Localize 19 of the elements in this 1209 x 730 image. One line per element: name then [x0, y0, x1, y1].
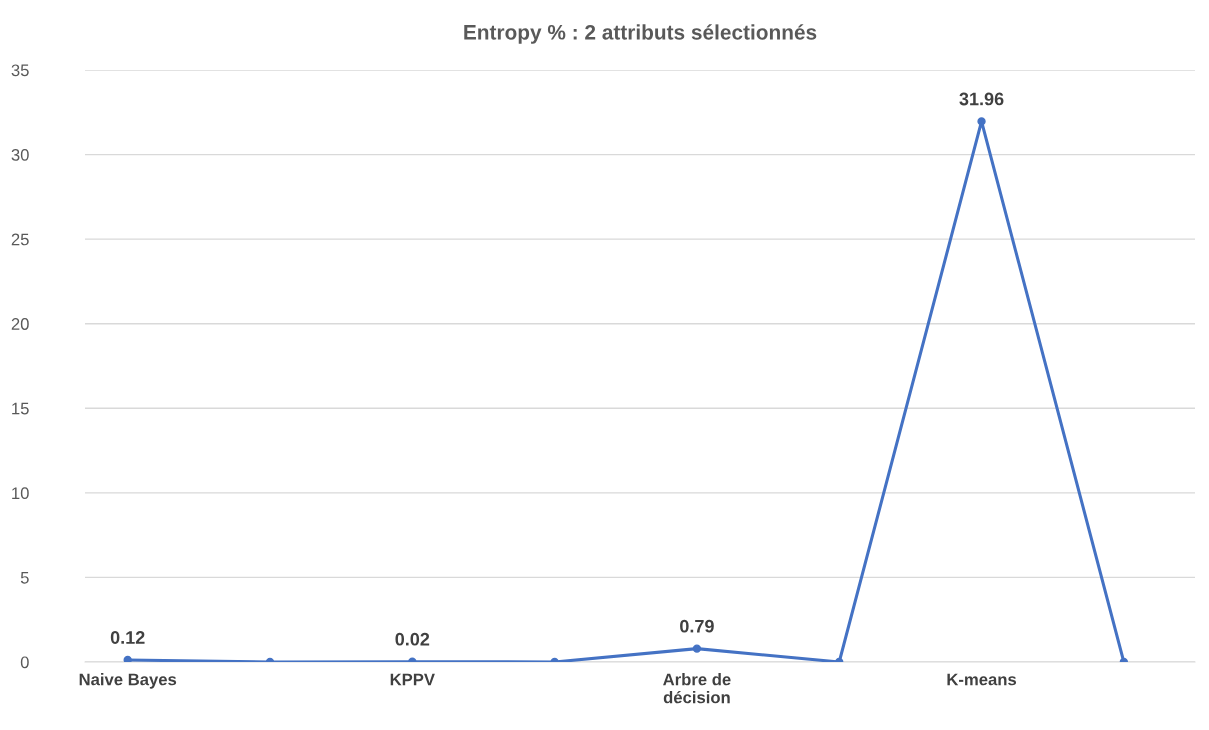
y-tick-label: 35 [11, 64, 29, 77]
data-label: 31.96 [959, 92, 1004, 106]
y-tick-label: 10 [12, 487, 29, 500]
y-tick-label: 0 [20, 656, 29, 669]
data-label: 0.12 [110, 631, 145, 644]
y-tick-label: 15 [12, 402, 29, 415]
data-label: 0.79 [680, 619, 714, 633]
y-tick-label: 30 [11, 148, 29, 161]
x-tick-label: Naive Bayes [79, 673, 177, 689]
point [977, 117, 986, 126]
chart-title: Entropy % : 2 attributs sélectionnés [464, 24, 817, 44]
x-tick-label: K-means [947, 673, 1017, 686]
point [123, 655, 132, 662]
x-tick-label: KPPV [390, 673, 435, 686]
x-tick-label: Arbre de décision [663, 673, 731, 704]
y-tick-label: 5 [20, 572, 29, 584]
y-tick-label: 25 [11, 233, 29, 246]
data-label: 0.02 [395, 632, 430, 646]
y-tick-label: 20 [11, 318, 29, 330]
